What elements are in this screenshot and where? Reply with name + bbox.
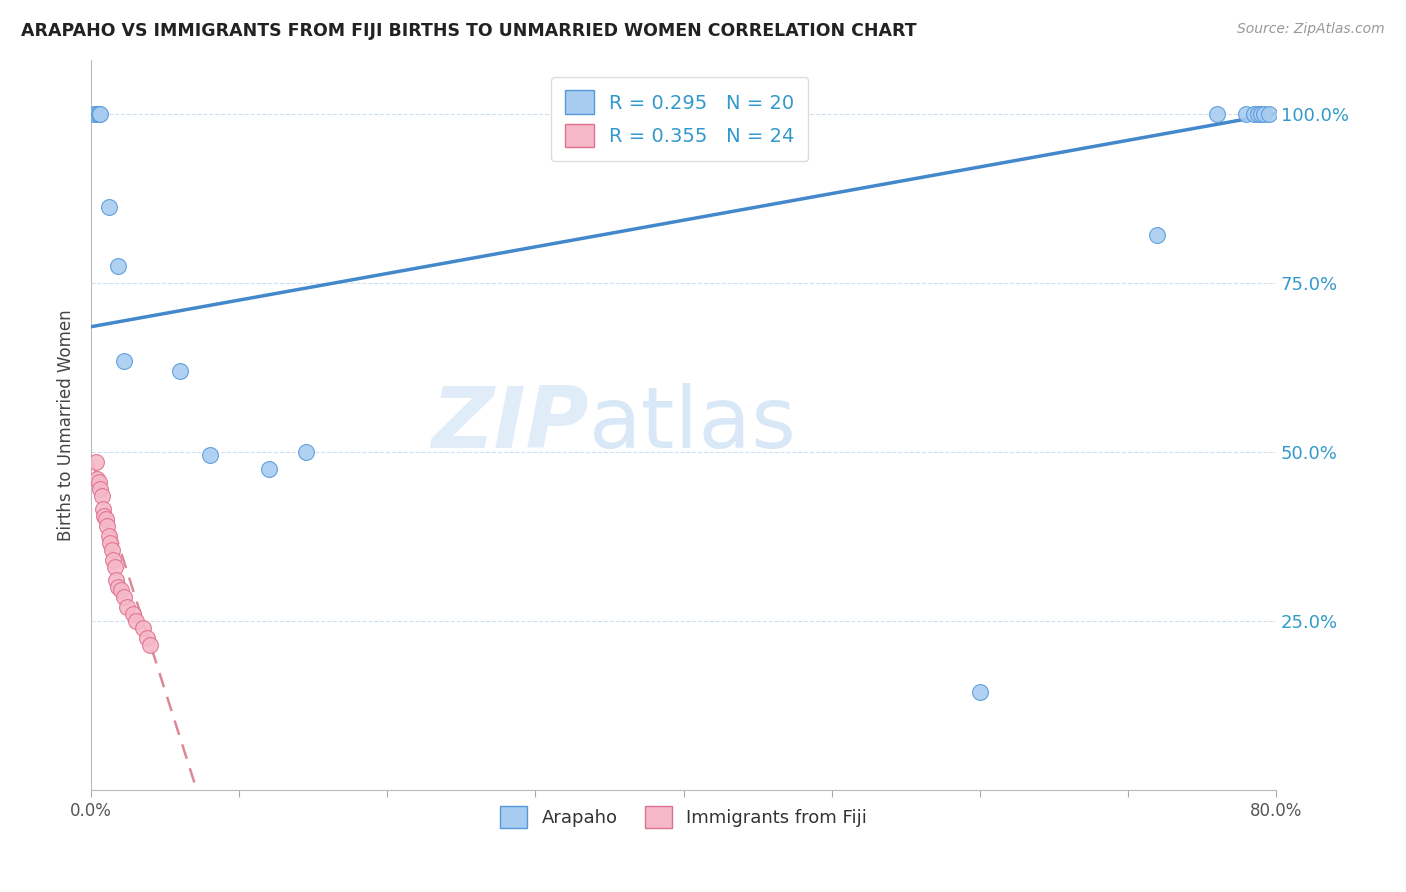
Point (1205, 106, 1227, 120)
Point (107, 580, 129, 594)
Point (1253, 106, 1275, 120)
Point (89, 106, 111, 120)
Point (121, 607, 143, 621)
Point (86, 472, 108, 486)
Point (89, 482, 111, 496)
Point (97, 529, 120, 543)
Point (103, 553, 125, 567)
Point (97, 200, 120, 214)
Point (169, 364, 191, 378)
Point (1146, 228, 1168, 243)
Point (1234, 106, 1257, 120)
Point (105, 574, 128, 588)
Text: ARAPAHO VS IMMIGRANTS FROM FIJI BIRTHS TO UNMARRIED WOMEN CORRELATION CHART: ARAPAHO VS IMMIGRANTS FROM FIJI BIRTHS T… (21, 22, 917, 40)
Point (91, 502, 114, 516)
Point (124, 614, 146, 628)
Point (132, 621, 155, 635)
Point (139, 638, 162, 652)
Point (94, 512, 117, 526)
Point (136, 631, 159, 645)
Text: Source: ZipAtlas.com: Source: ZipAtlas.com (1237, 22, 1385, 37)
Point (1247, 106, 1270, 120)
Point (104, 559, 127, 574)
Point (112, 353, 135, 368)
Point (83, 106, 105, 120)
Point (86, 106, 108, 120)
Point (969, 685, 991, 699)
Point (87, 475, 110, 490)
Point (198, 448, 221, 462)
Point (84, 455, 107, 469)
Y-axis label: Births to Unmarried Women: Births to Unmarried Women (58, 309, 75, 541)
Point (1250, 106, 1272, 120)
Text: ZIP: ZIP (432, 384, 589, 467)
Point (110, 583, 132, 598)
Point (1257, 106, 1279, 120)
Point (295, 445, 318, 459)
Point (101, 542, 124, 557)
Point (96, 519, 118, 533)
Text: atlas: atlas (589, 384, 797, 467)
Point (257, 461, 280, 475)
Point (112, 590, 135, 604)
Point (93, 509, 115, 524)
Point (90, 489, 112, 503)
Legend: Arapaho, Immigrants from Fiji: Arapaho, Immigrants from Fiji (494, 799, 875, 836)
Point (100, 536, 122, 550)
Point (87, 106, 110, 120)
Point (1243, 106, 1265, 120)
Point (107, 259, 129, 273)
Point (115, 600, 138, 615)
